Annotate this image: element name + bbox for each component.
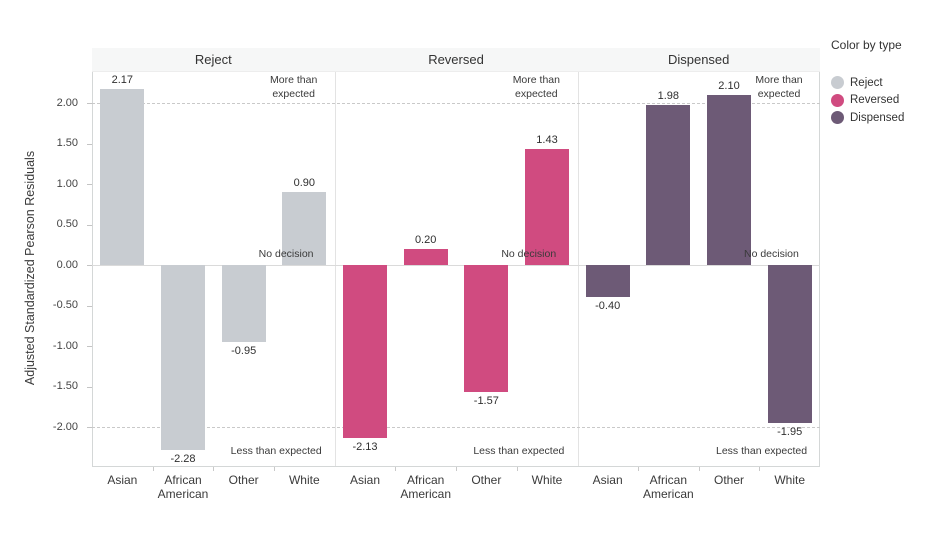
bar-dispensed-asian[interactable]	[585, 265, 630, 298]
plot-area	[92, 48, 820, 467]
x-label-asian: Asian	[349, 473, 381, 487]
bar-reject-asian[interactable]	[100, 89, 145, 265]
y-tick-mark	[87, 103, 92, 104]
y-tick-mark	[87, 184, 92, 185]
bar-dispensed-white[interactable]	[767, 265, 812, 423]
x-tick-mark	[698, 467, 700, 471]
legend-swatch-icon	[831, 111, 844, 125]
y-tick-label: 0.50	[56, 218, 78, 230]
panel-title-reject: Reject	[194, 52, 232, 67]
y-tick-mark	[87, 143, 92, 145]
y-tick-mark	[87, 427, 92, 428]
legend-swatch-icon	[831, 76, 844, 90]
x-label-asian: Asian	[107, 473, 138, 487]
y-tick-mark	[87, 346, 92, 347]
panel-title-reversed: Reversed	[428, 52, 484, 67]
y-tick-label: -1.50	[52, 380, 78, 392]
x-label-white: White	[774, 473, 805, 487]
plot-content: 2.17 -2.28 -0.95 0.90 More than expected No d…	[92, 72, 820, 467]
bar-dispensed-other[interactable]	[707, 94, 751, 265]
y-tick-label: 1.00	[56, 177, 78, 190]
legend-item-reject[interactable]: Reject	[831, 74, 933, 92]
x-tick-mark	[395, 467, 397, 471]
threshold-line	[92, 103, 820, 104]
panel-title-dispensed: Dispensed	[667, 52, 730, 67]
bar-value-label: -1.95	[777, 425, 803, 438]
x-axis: Asian African American Other White Asian Afri…	[92, 467, 820, 517]
panel-separator	[335, 49, 337, 466]
annotation-less-than-expected: Less than expected	[716, 445, 808, 457]
bar-value-label: 1.43	[536, 134, 558, 147]
panel-separator	[577, 49, 579, 466]
legend-item-label: Reject	[850, 76, 883, 89]
bar-value-label: -1.57	[473, 395, 499, 408]
bar-reject-white[interactable]	[282, 192, 327, 265]
legend-item-dispensed[interactable]: Dispensed	[831, 109, 933, 127]
annotation-more-than-expected: More than expected	[512, 74, 560, 100]
y-tick-label: -1.00	[52, 339, 78, 352]
bar-value-label: 0.20	[414, 233, 437, 246]
annotation-no-decision: No decision	[744, 248, 799, 260]
x-label-white: White	[531, 473, 563, 487]
annotation-more-than-expected: More than expected	[755, 74, 803, 100]
y-tick-mark	[87, 224, 92, 226]
annotation-no-decision: No decision	[258, 248, 314, 260]
y-tick-label: 2.00	[56, 96, 78, 109]
legend-item-label: Reversed	[850, 94, 900, 107]
y-tick-label: -0.50	[52, 299, 78, 311]
bar-reversed-other[interactable]	[464, 265, 509, 393]
bar-reversed-asian[interactable]	[343, 265, 387, 438]
bar-value-label: -2.13	[352, 440, 378, 453]
x-tick-mark	[152, 467, 154, 471]
annotation-more-than-expected: More than expected	[270, 74, 318, 100]
bar-reject-african-american[interactable]	[161, 265, 205, 450]
x-label-other: Other	[228, 473, 259, 487]
bar-reversed-african-american[interactable]	[403, 248, 448, 265]
threshold-line	[92, 427, 820, 428]
bar-value-label: 2.10	[718, 79, 740, 92]
legend-item-reversed[interactable]: Reversed	[831, 92, 933, 110]
x-tick-mark	[274, 467, 275, 471]
x-label-other: Other	[471, 473, 502, 487]
bar-value-label: 1.98	[657, 89, 680, 102]
x-tick-mark	[213, 467, 215, 471]
y-tick-label: -2.00	[52, 420, 78, 433]
bar-dispensed-african-american[interactable]	[646, 104, 691, 265]
bar-value-label: 2.17	[111, 74, 134, 87]
bar-value-label: -2.28	[170, 452, 196, 465]
y-tick-mark	[87, 265, 92, 266]
annotation-no-decision: No decision	[501, 248, 557, 260]
zero-line	[92, 265, 820, 266]
y-tick-mark	[87, 305, 92, 307]
panel-header-row: Reject Reversed Dispensed	[92, 48, 820, 72]
legend: Color by type Reject Reversed Dispensed	[831, 38, 933, 127]
annotation-less-than-expected: Less than expected	[473, 445, 565, 457]
bar-value-label: -0.40	[595, 300, 621, 313]
bar-reversed-white[interactable]	[525, 149, 569, 265]
y-axis: 2.00 1.50 1.00 0.50 0.00 -0.50 -1.00 -1.50 -2.00	[0, 72, 92, 467]
y-tick-label: 0.00	[56, 258, 78, 271]
x-tick-mark	[516, 467, 518, 471]
x-label-african-american: African American	[157, 473, 209, 502]
bar-value-label: -0.95	[231, 344, 257, 357]
legend-title: Color by type	[831, 38, 902, 52]
legend-items: Reject Reversed Dispensed	[831, 74, 933, 127]
x-label-other: Other	[713, 473, 744, 487]
x-label-african-american: African American	[642, 473, 694, 502]
x-tick-mark	[759, 467, 761, 471]
x-label-asian: Asian	[592, 473, 623, 487]
bar-value-label: 0.90	[293, 177, 316, 190]
legend-swatch-icon	[831, 93, 844, 107]
x-tick-mark	[456, 467, 457, 471]
x-label-white: White	[288, 473, 320, 487]
x-tick-mark	[638, 467, 639, 471]
x-label-african-american: African American	[400, 473, 451, 502]
y-tick-label: 1.50	[56, 137, 78, 149]
legend-item-label: Dispensed	[850, 111, 905, 124]
bar-reject-other[interactable]	[221, 265, 266, 342]
y-tick-mark	[87, 386, 92, 388]
annotation-less-than-expected: Less than expected	[230, 445, 322, 457]
